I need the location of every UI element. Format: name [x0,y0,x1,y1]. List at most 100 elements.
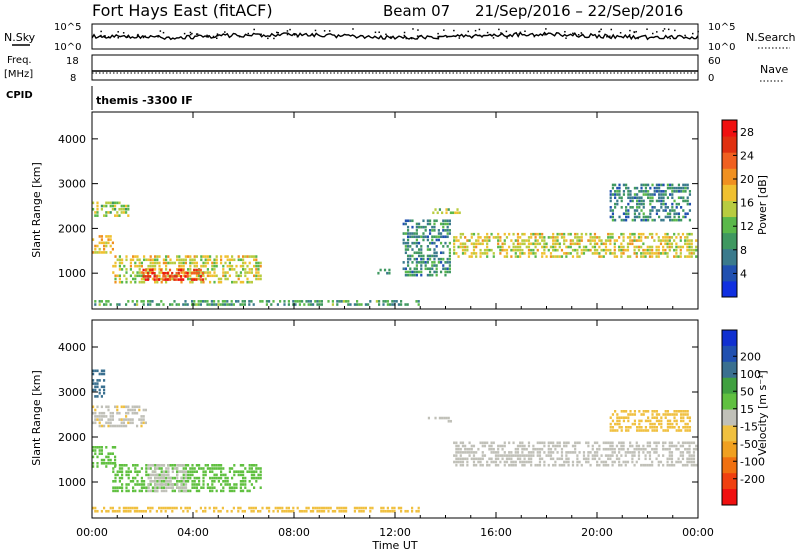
range-gate-cell [675,252,678,255]
range-gate-cell [516,245,520,249]
range-gate-cell [637,236,641,239]
range-gate-cell [123,464,126,467]
range-gate-cell [688,460,691,464]
range-gate-cell [649,202,652,206]
range-gate-cell [486,252,489,255]
range-gate-cell [92,369,95,373]
range-gate-cell [136,258,139,262]
range-gate-cell [589,248,592,252]
range-gate-cell [633,236,636,239]
range-gate-cell [675,206,678,209]
range-gate-cell [400,300,403,303]
range-gate-cell [222,467,225,470]
nsearch-tick-high: 10^5 [708,22,735,33]
range-gate-cell [193,271,196,275]
range-gate-cell [527,441,531,445]
range-gate-cell [499,239,502,242]
range-gate-cell [224,480,227,483]
range-gate-cell [688,209,692,212]
range-gate-cell [547,236,550,239]
range-gate-cell [648,245,652,249]
range-gate-cell [224,271,227,274]
range-gate-cell [638,429,641,432]
range-gate-cell [98,391,101,395]
range-gate-cell [132,480,135,483]
range-gate-cell [598,463,601,467]
range-gate-cell [668,447,671,451]
range-gate-cell [248,300,251,303]
range-gate-cell [100,300,103,303]
range-gate-cell [659,242,663,246]
range-gate-cell [644,218,648,222]
range-gate-cell [316,300,319,303]
range-gate-cell [187,480,190,483]
range-gate-cell [666,245,669,249]
range-gate-cell [131,506,134,510]
range-gate-cell [461,441,465,445]
range-gate-cell [143,280,146,284]
range-gate-cell [688,441,691,445]
range-gate-cell [444,270,447,274]
range-gate-cell [635,255,638,258]
range-gate-cell [382,506,385,510]
range-gate-cell [409,270,412,274]
range-gate-cell [422,261,425,264]
range-gate-cell [653,429,656,432]
range-gate-cell [118,411,121,415]
range-gate-cell [257,274,260,278]
range-gate-cell [459,232,462,236]
range-gate-cell [198,467,201,470]
range-tick-label: 1000 [58,476,86,489]
range-gate-cell [647,193,650,196]
range-gate-cell [237,300,240,303]
range-gate-cell [675,419,678,423]
range-gate-cell [442,264,445,267]
range-gate-cell [543,460,546,464]
range-gate-cell [677,245,680,249]
range-gate-cell [125,255,128,258]
range-gate-cell [100,418,103,421]
range-gate-cell [420,270,423,274]
range-gate-cell [470,451,473,454]
range-gate-cell [250,509,253,513]
range-gate-cell [644,193,648,196]
range-gate-cell [600,460,603,464]
range-gate-cell [625,218,628,222]
range-gate-cell [191,473,194,477]
range-gate-cell [647,190,650,193]
range-gate-cell [156,483,159,486]
range-gate-cell [532,248,535,252]
range-gate-cell [670,236,674,239]
range-gate-cell [114,255,117,258]
range-gate-cell [468,441,471,445]
range-gate-cell [428,229,432,232]
velocity-colorbar-segment [722,473,737,490]
range-gate-cell [114,277,117,281]
range-gate-cell [353,509,356,513]
range-gate-cell [541,447,544,451]
range-gate-cell [490,444,493,448]
range-gate-cell [103,372,106,376]
range-gate-cell [679,239,682,242]
range-gate-cell [215,476,218,480]
range-gate-cell [144,421,147,425]
range-gate-cell [195,261,198,265]
range-gate-cell [312,506,315,510]
range-gate-cell [457,444,460,448]
range-gate-cell [446,261,449,264]
range-gate-cell [167,473,170,477]
range-gate-cell [100,449,103,452]
range-gate-cell [609,429,612,432]
power-colorbar-segment [722,232,737,250]
range-gate-cell [180,489,183,493]
range-gate-cell [413,251,416,255]
range-gate-cell [233,486,236,489]
range-gate-cell [434,416,437,420]
range-gate-cell [345,509,348,513]
range-gate-cell [611,429,615,432]
range-gate-cell [516,236,520,239]
range-gate-cell [239,264,242,268]
range-gate-cell [411,232,414,235]
range-gate-cell [143,480,146,483]
range-gate-cell [242,268,245,271]
